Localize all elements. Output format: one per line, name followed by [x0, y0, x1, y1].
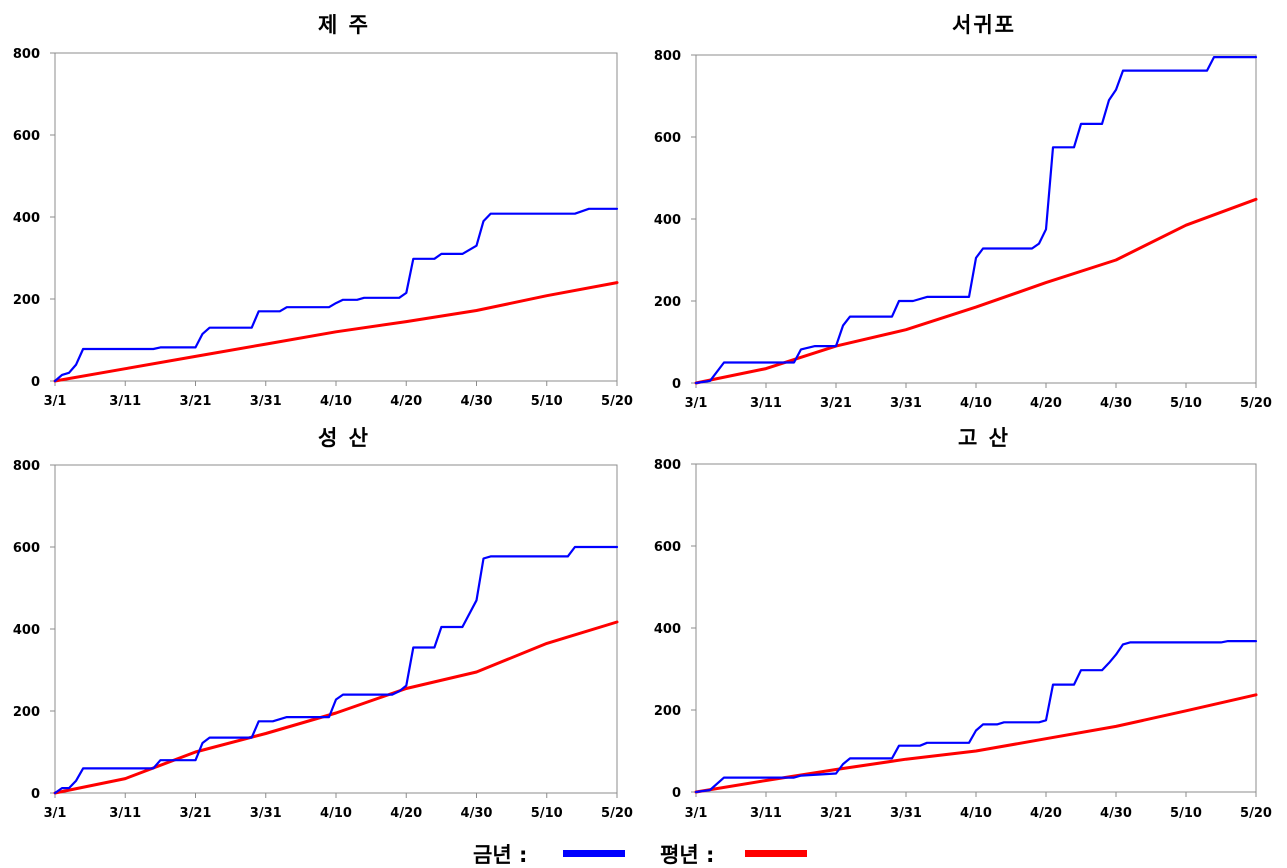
current-year-line-gosan [694, 639, 1258, 794]
x-tick-label: 3/31 [250, 394, 282, 409]
plot-area [54, 52, 618, 382]
x-tick-label: 3/1 [685, 806, 708, 821]
legend-normal-label: 평년 : [660, 843, 714, 867]
y-tick-label: 0 [672, 377, 681, 392]
x-tick-label: 3/11 [109, 394, 141, 409]
x-tick-label: 4/30 [461, 394, 493, 409]
x-tick-label: 4/20 [390, 806, 422, 821]
x-tick-label: 3/1 [44, 394, 67, 409]
x-tick-label: 3/11 [109, 806, 141, 821]
y-tick-label: 400 [13, 211, 40, 226]
x-tick-label: 4/30 [1100, 806, 1132, 821]
chart-title: 성 산 [318, 426, 370, 450]
x-tick-label: 5/20 [1240, 396, 1272, 411]
y-tick-label: 200 [13, 293, 40, 308]
x-tick-label: 4/10 [960, 396, 992, 411]
normal-year-line-jeju [53, 281, 619, 383]
normal-year-line-seongsan [53, 620, 619, 795]
chart-panel-gosan: 고 산 0 200 400 600 800 3/1 3/11 3/21 3/31 4/10 4/20 4… [654, 426, 1272, 821]
x-tick-label: 5/20 [1240, 806, 1272, 821]
x-tick-label: 4/20 [1030, 806, 1062, 821]
legend-current-swatch [563, 850, 625, 857]
x-tick-label: 4/30 [1100, 396, 1132, 411]
current-year-line-seongsan [53, 545, 619, 795]
x-tick-label: 3/21 [820, 396, 852, 411]
y-tick-label: 200 [654, 295, 681, 310]
plot-area [695, 463, 1257, 793]
y-tick-label: 200 [654, 704, 681, 719]
normal-year-line-seogwipo [694, 197, 1258, 385]
x-tick-label: 3/21 [180, 806, 212, 821]
x-tick-label: 3/31 [890, 396, 922, 411]
y-tick-label: 0 [672, 786, 681, 801]
x-tick-label: 4/10 [960, 806, 992, 821]
plot-area [54, 464, 618, 794]
x-tick-label: 3/1 [685, 396, 708, 411]
x-tick-label: 3/31 [250, 806, 282, 821]
current-year-line-jeju [53, 207, 619, 383]
y-tick-label: 600 [654, 540, 681, 555]
y-tick-label: 800 [654, 458, 681, 473]
x-tick-label: 3/11 [750, 806, 782, 821]
chart-panel-jeju: 제 주 0 200 400 600 800 3/1 3/11 3/21 3/31 4/10 4/20 4… [13, 13, 633, 409]
x-tick-label: 4/30 [461, 806, 493, 821]
plot-area [695, 54, 1257, 384]
x-tick-label: 4/20 [1030, 396, 1062, 411]
y-tick-label: 800 [13, 47, 40, 62]
y-tick-label: 0 [31, 375, 40, 390]
y-tick-label: 0 [31, 787, 40, 802]
y-tick-label: 400 [654, 622, 681, 637]
legend: 금년 : 평년 : [473, 843, 807, 867]
current-year-line-seogwipo [694, 55, 1258, 385]
chart-title: 제 주 [318, 13, 370, 37]
chart-title: 서귀포 [952, 13, 1016, 37]
y-tick-label: 400 [654, 213, 681, 228]
y-tick-label: 600 [654, 131, 681, 146]
x-tick-label: 3/1 [44, 806, 67, 821]
legend-normal-swatch [745, 850, 807, 857]
y-tick-label: 800 [13, 459, 40, 474]
x-tick-label: 5/10 [1170, 396, 1202, 411]
y-tick-label: 800 [654, 49, 681, 64]
chart-title: 고 산 [958, 426, 1010, 450]
y-tick-label: 200 [13, 705, 40, 720]
x-tick-label: 3/21 [820, 806, 852, 821]
x-tick-label: 4/10 [320, 806, 352, 821]
x-tick-label: 3/11 [750, 396, 782, 411]
y-tick-label: 600 [13, 129, 40, 144]
legend-current-label: 금년 : [473, 843, 527, 867]
x-tick-label: 4/10 [320, 394, 352, 409]
x-tick-label: 5/20 [601, 806, 633, 821]
chart-panel-seongsan: 성 산 0 200 400 600 800 3/1 3/11 3/21 3/31 4/10 4/20 4… [13, 426, 633, 821]
x-tick-label: 5/10 [531, 806, 563, 821]
x-tick-label: 3/21 [180, 394, 212, 409]
x-tick-label: 3/31 [890, 806, 922, 821]
chart-panel-seogwipo: 서귀포 0 200 400 600 800 3/1 3/11 3/21 3/31 4/10 4/20 4… [654, 13, 1272, 411]
x-tick-label: 5/20 [601, 394, 633, 409]
x-tick-label: 4/20 [390, 394, 422, 409]
y-tick-label: 600 [13, 541, 40, 556]
x-tick-label: 5/10 [1170, 806, 1202, 821]
y-tick-label: 400 [13, 623, 40, 638]
x-tick-label: 5/10 [531, 394, 563, 409]
